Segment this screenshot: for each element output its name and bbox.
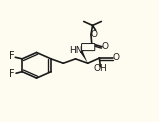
Text: HN: HN (70, 46, 83, 55)
Text: OH: OH (93, 64, 107, 73)
Text: F: F (9, 69, 15, 79)
Text: O: O (101, 42, 108, 51)
Text: F: F (9, 51, 14, 61)
Text: Abs: Abs (81, 44, 95, 50)
FancyBboxPatch shape (82, 44, 95, 51)
Text: O: O (91, 30, 98, 39)
Text: O: O (112, 53, 119, 62)
Polygon shape (80, 51, 88, 63)
